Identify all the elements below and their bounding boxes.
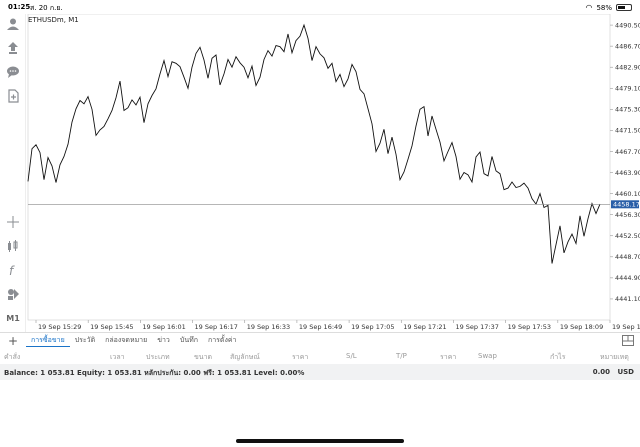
col-type: ประเภท — [146, 353, 170, 361]
x-tick-label: 19 Sep 16:17 — [195, 323, 238, 331]
bottom-tab-bar: + การซื้อขาย ประวัติ กล่องจดหมาย ข่าว บั… — [0, 332, 640, 348]
col-volume: ขนาด — [194, 353, 213, 361]
col-profit: กำไร — [550, 353, 566, 361]
plot-border — [27, 13, 611, 321]
x-tick-label: 19 Sep 17:21 — [403, 323, 446, 331]
left-toolbar: f M1 — [0, 14, 26, 332]
col-symbol: สัญลักษณ์ — [230, 353, 260, 361]
orders-column-headers: คำสั่ง เวลา ประเภท ขนาด สัญลักษณ์ ราคา S… — [0, 348, 640, 364]
objects-icon[interactable] — [5, 286, 21, 302]
y-tick-label: 4486.70 — [615, 42, 640, 50]
x-tick-label: 19 Sep 15:29 — [38, 323, 81, 331]
x-tick-label: 19 Sep 18:09 — [560, 323, 603, 331]
status-right: ◠ 58% — [585, 3, 632, 12]
new-document-icon[interactable] — [5, 88, 21, 104]
chat-icon[interactable] — [5, 64, 21, 80]
symbol-label: ETHUSDm, M1 — [28, 16, 79, 24]
battery-percent: 58% — [596, 3, 612, 12]
x-tick-label: 19 Sep 17:37 — [455, 323, 498, 331]
y-tick-label: 4441.10 — [615, 295, 640, 303]
y-tick-label: 4452.50 — [615, 232, 640, 240]
x-tick-label: 19 Sep 16:49 — [299, 323, 342, 331]
candlestick-icon[interactable] — [5, 238, 21, 254]
timeframe-button[interactable]: M1 — [6, 313, 20, 323]
y-tick-label: 4482.90 — [615, 64, 640, 72]
tab-settings[interactable]: การตั้งค่า — [207, 336, 237, 344]
y-tick-label: 4467.70 — [615, 148, 640, 156]
status-bar: 01:25 ส. 20 ก.ย. ◠ 58% — [0, 0, 640, 14]
tab-news[interactable]: ข่าว — [157, 336, 170, 344]
x-tick-label: 19 Sep 17:53 — [508, 323, 551, 331]
current-price-badge — [611, 200, 639, 209]
price-chart-svg[interactable]: ETHUSDm, M1 4490.50 4486.70 4482.90 4479.10… — [26, 13, 640, 332]
y-tick-label: 4471.50 — [615, 127, 640, 135]
battery-fill — [618, 6, 625, 9]
y-tick-label: 4479.10 — [615, 85, 640, 93]
crosshair-icon[interactable] — [5, 214, 21, 230]
tab-journal[interactable]: บันทึก — [179, 336, 198, 344]
y-tick-label: 4448.70 — [615, 253, 640, 261]
col-time: เวลา — [110, 353, 125, 361]
profit-value: 0.00 — [592, 368, 610, 376]
y-tick-label: 4475.30 — [615, 106, 640, 114]
balance-row: Balance: 1 053.81 Equity: 1 053.81 หลักป… — [0, 364, 640, 380]
tab-trading[interactable]: การซื้อขาย — [26, 335, 70, 347]
balance-text: Balance: 1 053.81 Equity: 1 053.81 หลักป… — [4, 369, 305, 377]
price-chart[interactable]: ETHUSDm, M1 4490.50 4486.70 4482.90 4479.10… — [26, 13, 640, 332]
x-tick-label: 19 Sep 16:01 — [142, 323, 185, 331]
col-order: คำสั่ง — [4, 353, 21, 361]
price-line — [27, 23, 601, 264]
add-button[interactable]: + — [7, 333, 19, 348]
col-price-current: ราคา — [440, 353, 457, 361]
wifi-icon: ◠ — [585, 3, 593, 12]
y-tick-label: 4444.90 — [615, 274, 640, 282]
col-swap: Swap — [478, 352, 497, 360]
y-tick-label: 4463.90 — [615, 169, 640, 177]
tab-history[interactable]: ประวัติ — [74, 336, 96, 344]
x-tick-label: 19 Sep 15:45 — [90, 323, 133, 331]
trade-icon[interactable] — [5, 40, 21, 56]
col-comment: หมายเหตุ — [600, 353, 629, 361]
layout-toggle-icon[interactable] — [622, 335, 634, 348]
current-price-label: 4458.17 — [613, 201, 640, 209]
y-tick-label: 4490.50 — [615, 21, 640, 29]
status-time: 01:25 — [8, 3, 31, 11]
col-tp: T/P — [396, 352, 407, 360]
battery-icon — [616, 4, 632, 11]
x-tick-label: 19 Sep 16:33 — [247, 323, 290, 331]
y-tick-label: 4456.30 — [615, 211, 640, 219]
currency-label: USD — [617, 368, 634, 376]
col-price: ราคา — [292, 353, 309, 361]
indicator-function-icon[interactable]: f — [5, 262, 21, 278]
svg-text:f: f — [9, 264, 15, 277]
x-tick-label: 19 Sep 17:05 — [351, 323, 394, 331]
tab-mailbox[interactable]: กล่องจดหมาย — [105, 336, 148, 344]
status-date: ส. 20 ก.ย. — [30, 4, 63, 12]
account-icon[interactable] — [5, 16, 21, 32]
home-indicator — [236, 439, 404, 443]
y-tick-label: 4460.10 — [615, 190, 640, 198]
x-tick-label: 19 Sep 18:25 — [612, 323, 640, 331]
col-sl: S/L — [346, 352, 357, 360]
